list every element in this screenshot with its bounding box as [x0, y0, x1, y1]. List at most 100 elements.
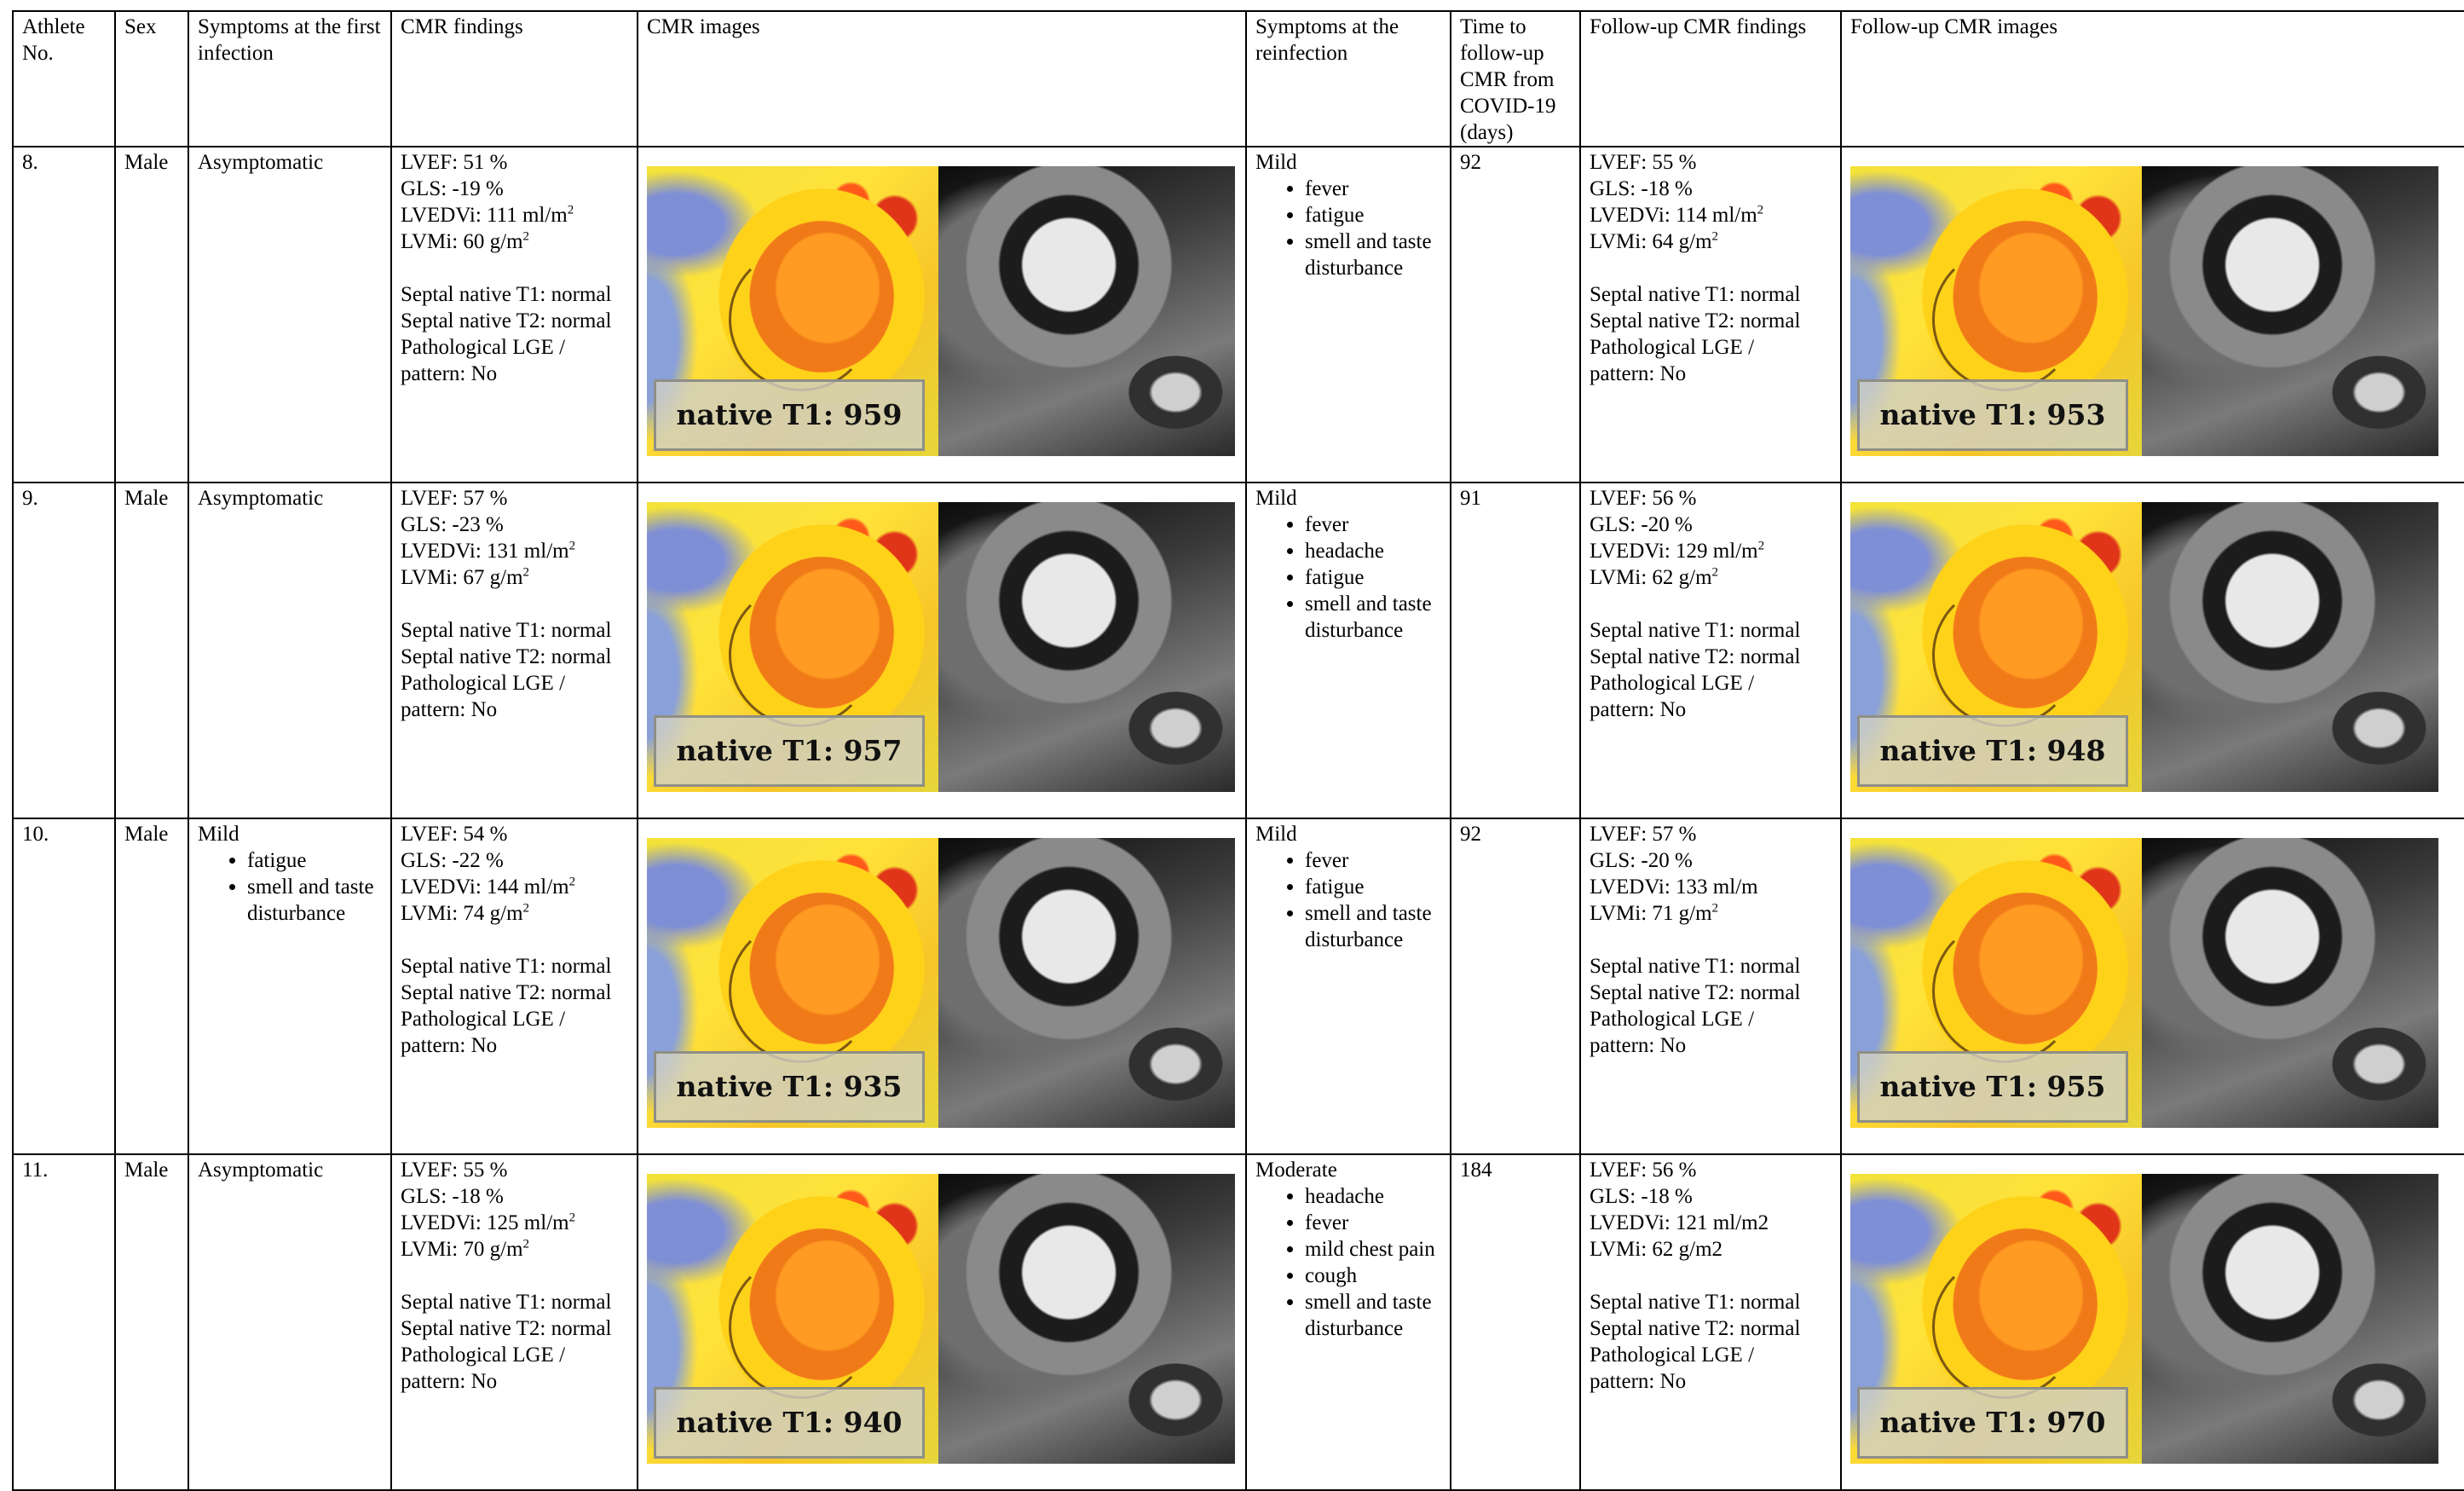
- first-infection-symptoms: Asymptomatic: [188, 482, 392, 819]
- cmr-findings: LVEF: 55 % GLS: -18 % LVEDVi: 125 ml/m2 …: [390, 1153, 638, 1491]
- lvmi-value: LVMi: 74 g/m2: [401, 901, 530, 925]
- follow-up-cmr-images: native T1: 970 ms: [1840, 1153, 2464, 1491]
- athlete-number: 9.: [12, 482, 116, 819]
- lvef-value: LVEF: 56 %: [1590, 487, 1697, 510]
- lvef-value: LVEF: 57 %: [401, 487, 508, 510]
- athlete-sex: Male: [114, 818, 189, 1155]
- septal-t1: Septal native T1: normal: [401, 283, 612, 306]
- septal-t2: Septal native T2: normal: [1590, 981, 1801, 1004]
- lge-label: Pathological LGE /: [401, 336, 566, 359]
- t1-map-image: native T1: 957 ms: [647, 502, 938, 792]
- athlete-number: 10.: [12, 818, 116, 1155]
- symptom-item: fatigue: [1305, 564, 1441, 591]
- symptom-item: fever: [1305, 176, 1441, 202]
- cine-mri-image: [2142, 166, 2438, 456]
- septal-t2: Septal native T2: normal: [401, 981, 612, 1004]
- first-infection-symptoms: Mild fatiguesmell and taste disturbance: [188, 818, 392, 1155]
- lvef-value: LVEF: 57 %: [1590, 823, 1697, 846]
- athlete-row: 11. Male Asymptomatic LVEF: 55 % GLS: -1…: [12, 1153, 2464, 1491]
- reinfection-severity: Mild: [1255, 823, 1297, 846]
- symptom-item: headache: [1305, 538, 1441, 564]
- gls-value: GLS: -18 %: [1590, 177, 1693, 200]
- reinfection-symptom-list: feverheadachefatiguesmell and taste dist…: [1255, 511, 1441, 644]
- lge-label: Pathological LGE /: [401, 1344, 566, 1367]
- septal-t1: Septal native T1: normal: [401, 955, 612, 978]
- cine-mri-image: [938, 166, 1235, 456]
- septal-t1: Septal native T1: normal: [1590, 619, 1801, 642]
- native-t1-label: native T1: 955 ms: [1857, 1051, 2128, 1123]
- header-cmr-findings: CMR findings: [390, 10, 638, 147]
- native-t1-label: native T1: 970 ms: [1857, 1387, 2128, 1459]
- lge-label: Pathological LGE /: [401, 672, 566, 695]
- reinfection-symptoms: Mild feverheadachefatiguesmell and taste…: [1245, 482, 1451, 819]
- t1-map-image: native T1: 948 ms: [1850, 502, 2142, 792]
- septal-t1: Septal native T1: normal: [1590, 955, 1801, 978]
- native-t1-label: native T1: 953 ms: [1857, 379, 2128, 451]
- follow-up-image-pair: native T1: 970 ms: [1850, 1174, 2438, 1464]
- athlete-sex: Male: [114, 1153, 189, 1491]
- header-first-symptoms: Symptoms at the first infection: [188, 10, 392, 147]
- lvedvi-value: LVEDVi: 131 ml/m2: [401, 539, 576, 563]
- athlete-row: 10. Male Mild fatiguesmell and taste dis…: [12, 818, 2464, 1155]
- symptom-item: fatigue: [1305, 874, 1441, 900]
- cmr-table: Athlete No. Sex Symptoms at the first in…: [12, 10, 2464, 1491]
- lvedvi-value: LVEDVi: 114 ml/m2: [1590, 203, 1764, 227]
- header-reinfection-symptoms: Symptoms at the reinfection: [1245, 10, 1451, 147]
- gls-value: GLS: -22 %: [401, 849, 504, 872]
- reinfection-severity: Mild: [1255, 151, 1297, 174]
- lvedvi-value: LVEDVi: 129 ml/m2: [1590, 539, 1765, 563]
- lge-pattern: pattern: No: [1590, 1034, 1687, 1057]
- follow-up-cmr-findings: LVEF: 56 % GLS: -20 % LVEDVi: 129 ml/m2 …: [1579, 482, 1842, 819]
- cmr-image-pair: native T1: 940 ms: [647, 1174, 1235, 1464]
- cine-mri-image: [2142, 502, 2438, 792]
- lvmi-value: LVMi: 70 g/m2: [401, 1237, 530, 1261]
- native-t1-label: native T1: 959 ms: [654, 379, 925, 451]
- header-follow-up-findings: Follow-up CMR findings: [1579, 10, 1842, 147]
- lge-label: Pathological LGE /: [401, 1008, 566, 1031]
- native-t1-label: native T1: 935 ms: [654, 1051, 925, 1123]
- symptom-item: fatigue: [1305, 202, 1441, 228]
- cine-mri-image: [938, 838, 1235, 1128]
- cmr-image-pair: native T1: 959 ms: [647, 166, 1235, 456]
- reinfection-symptom-list: feverfatiguesmell and taste disturbance: [1255, 847, 1441, 953]
- lge-pattern: pattern: No: [401, 698, 498, 721]
- follow-up-image-pair: native T1: 955 ms: [1850, 838, 2438, 1128]
- septal-t1: Septal native T1: normal: [401, 1291, 612, 1314]
- reinfection-severity: Mild: [1255, 487, 1297, 510]
- follow-up-days: 92: [1450, 146, 1581, 483]
- lvef-value: LVEF: 51 %: [401, 151, 508, 174]
- cine-mri-image: [2142, 838, 2438, 1128]
- lvef-value: LVEF: 55 %: [401, 1159, 508, 1182]
- follow-up-cmr-findings: LVEF: 56 % GLS: -18 % LVEDVi: 121 ml/m2 …: [1579, 1153, 1842, 1491]
- t1-map-image: native T1: 955 ms: [1850, 838, 2142, 1128]
- cmr-findings: LVEF: 57 % GLS: -23 % LVEDVi: 131 ml/m2 …: [390, 482, 638, 819]
- symptom-item: smell and taste disturbance: [1305, 1289, 1441, 1342]
- lvedvi-value: LVEDVi: 121 ml/m2: [1590, 1211, 1769, 1234]
- follow-up-image-pair: native T1: 953 ms: [1850, 166, 2438, 456]
- gls-value: GLS: -20 %: [1590, 849, 1693, 872]
- symptom-item: headache: [1305, 1183, 1441, 1210]
- gls-value: GLS: -23 %: [401, 513, 504, 536]
- lvedvi-value: LVEDVi: 125 ml/m2: [401, 1211, 576, 1234]
- lvef-value: LVEF: 56 %: [1590, 1159, 1697, 1182]
- native-t1-label: native T1: 957 ms: [654, 715, 925, 787]
- reinfection-symptom-list: feverfatiguesmell and taste disturbance: [1255, 176, 1441, 281]
- lvmi-value: LVMi: 64 g/m2: [1590, 229, 1719, 253]
- cmr-image-pair: native T1: 957 ms: [647, 502, 1235, 792]
- cmr-images: native T1: 935 ms: [637, 818, 1247, 1155]
- cmr-images: native T1: 940 ms: [637, 1153, 1247, 1491]
- athlete-number: 11.: [12, 1153, 116, 1491]
- symptom-item: smell and taste disturbance: [1305, 591, 1441, 644]
- reinfection-symptoms: Moderate headachefevermild chest paincou…: [1245, 1153, 1451, 1491]
- header-sex: Sex: [114, 10, 189, 147]
- cine-mri-image: [2142, 1174, 2438, 1464]
- symptom-item: fever: [1305, 1210, 1441, 1236]
- cmr-findings: LVEF: 51 % GLS: -19 % LVEDVi: 111 ml/m2 …: [390, 146, 638, 483]
- follow-up-cmr-findings: LVEF: 57 % GLS: -20 % LVEDVi: 133 ml/m L…: [1579, 818, 1842, 1155]
- athlete-sex: Male: [114, 146, 189, 483]
- follow-up-days: 184: [1450, 1153, 1581, 1491]
- follow-up-cmr-findings: LVEF: 55 % GLS: -18 % LVEDVi: 114 ml/m2 …: [1579, 146, 1842, 483]
- septal-t2: Septal native T2: normal: [401, 309, 612, 332]
- t1-map-image: native T1: 959 ms: [647, 166, 938, 456]
- lge-label: Pathological LGE /: [1590, 336, 1755, 359]
